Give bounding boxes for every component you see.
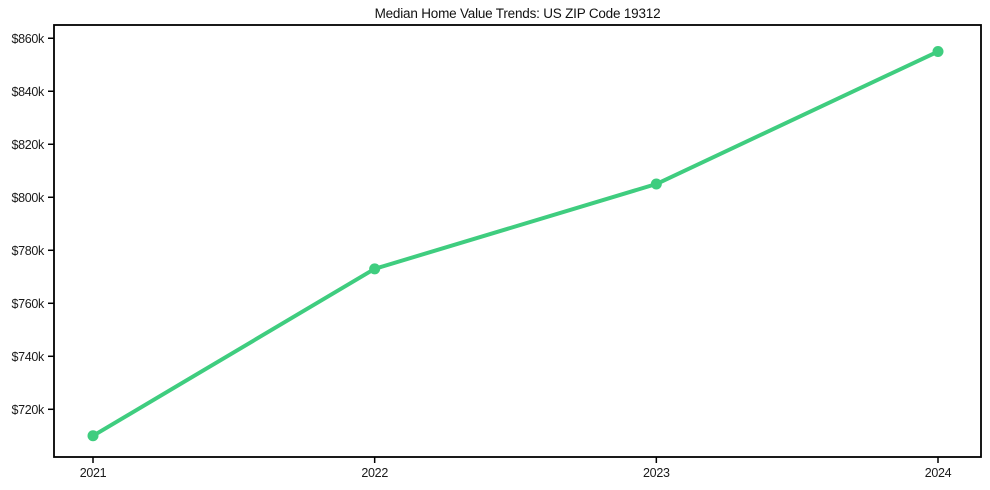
data-point-marker	[87, 430, 99, 442]
series-line	[91, 49, 940, 438]
y-tick-label: $760k	[11, 297, 45, 311]
x-tick-label: 2023	[643, 466, 670, 480]
y-tick-label: $820k	[11, 138, 45, 152]
y-tick-label: $720k	[11, 403, 45, 417]
chart-title: Median Home Value Trends: US ZIP Code 19…	[374, 6, 661, 21]
y-tick-label: $780k	[11, 244, 45, 258]
data-point-marker	[650, 178, 662, 190]
y-tick-label: $840k	[11, 85, 45, 99]
y-tick-label: $800k	[11, 191, 45, 205]
y-tick-label: $860k	[11, 32, 45, 46]
x-tick-label: 2022	[361, 466, 388, 480]
x-tick-label: 2024	[925, 466, 952, 480]
data-point-marker	[932, 46, 944, 58]
y-tick-label: $740k	[11, 350, 45, 364]
plot-border	[53, 24, 982, 458]
data-point-marker	[369, 263, 381, 275]
x-tick-label: 2021	[80, 466, 107, 480]
